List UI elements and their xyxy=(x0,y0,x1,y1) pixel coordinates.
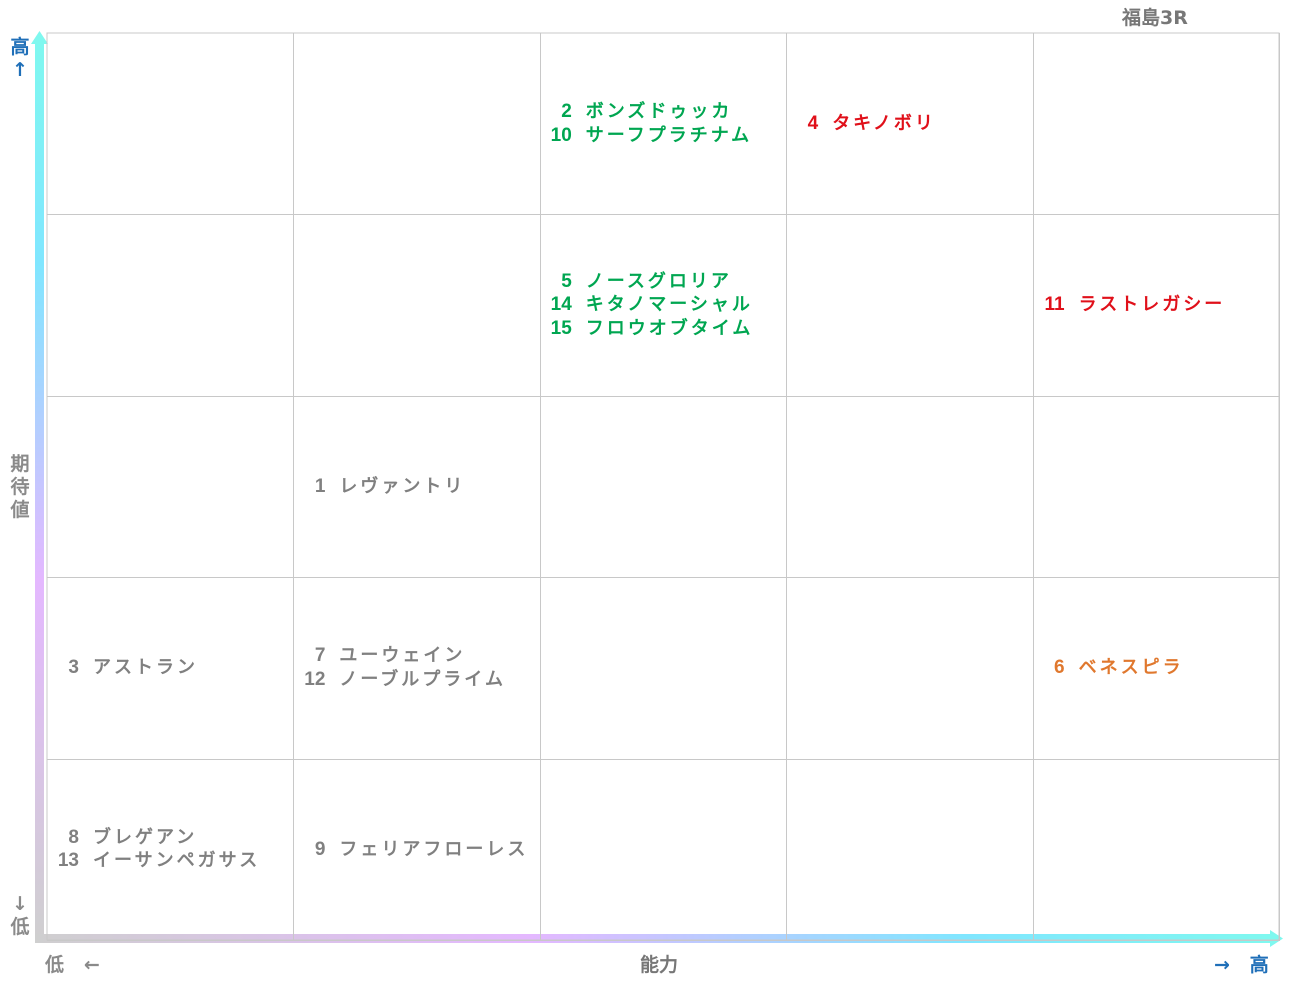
x-high: → 高 xyxy=(1214,950,1269,977)
horse-entry: 6 ベネスピラ xyxy=(1033,656,1279,680)
horse-number: 15 xyxy=(550,317,572,339)
horse-number: 1 xyxy=(314,475,326,497)
horse-number: 13 xyxy=(57,850,79,872)
x-high-arrow: → xyxy=(1214,954,1230,976)
cell xyxy=(47,33,295,216)
horse-name: ノーブルプライム xyxy=(339,668,506,690)
horse-entry: 12 ノーブルプライム xyxy=(293,668,539,692)
cell: 11 ラストレガシー xyxy=(1032,214,1280,397)
horse-name: アストラン xyxy=(93,657,198,679)
horse-entry: 7 ユーウェイン xyxy=(293,644,539,668)
horse-entry: 2 ボンズドゥッカ xyxy=(540,100,786,124)
horse-name: ノースグロリア xyxy=(585,270,732,292)
horse-number: 9 xyxy=(314,838,326,860)
horse-entry: 5 ノースグロリア xyxy=(540,270,786,294)
x-low-arrow: ← xyxy=(83,954,100,976)
horse-name: キタノマーシャル xyxy=(585,294,753,316)
horse-entry: 10 サーフプラチナム xyxy=(540,124,786,148)
horse-name: サーフプラチナム xyxy=(585,124,753,146)
cell: 4 タキノボリ xyxy=(786,33,1034,216)
cell: 7 ユーウェイン 12 ノーブルプライム xyxy=(293,577,541,760)
x-high-text: 高 xyxy=(1249,954,1269,976)
horse-name: イーサンペガサス xyxy=(93,850,261,872)
horse-name: フェリアフローレス xyxy=(339,838,529,860)
horse-entry: 11 ラストレガシー xyxy=(1033,293,1279,317)
cell xyxy=(47,395,295,579)
horse-entry: 9 フェリアフローレス xyxy=(293,838,539,862)
horse-number: 11 xyxy=(1044,294,1065,316)
horse-number: 8 xyxy=(68,826,79,848)
horse-entry: 13 イーサンペガサス xyxy=(47,849,293,873)
horse-number: 4 xyxy=(807,112,819,134)
y-low-arrow: ↓ xyxy=(12,893,28,915)
horse-name: フロウオブタイム xyxy=(585,317,754,339)
horse-entry: 3 アストラン xyxy=(47,656,293,680)
cell: 6 ベネスピラ xyxy=(1032,577,1280,760)
horse-name: レヴァントリ xyxy=(339,475,466,497)
horse-entry: 8 ブレゲアン xyxy=(47,826,293,850)
x-low-text: 低 xyxy=(45,954,65,976)
cell xyxy=(539,758,788,941)
horse-name: ユーウェイン xyxy=(339,645,466,667)
cell xyxy=(786,577,1034,760)
horse-name: ラストレガシー xyxy=(1078,294,1226,316)
cell: 2 ボンズドゥッカ 10 サーフプラチナム xyxy=(539,33,788,216)
x-label: 能力 xyxy=(640,954,679,976)
horse-number: 10 xyxy=(550,124,572,146)
horse-number: 2 xyxy=(561,101,572,123)
cell xyxy=(1032,758,1280,941)
cell xyxy=(786,395,1034,579)
cell xyxy=(293,33,541,216)
horse-number: 6 xyxy=(1054,657,1065,679)
y-low-text: 低 xyxy=(10,916,30,938)
x-low: 低 ← xyxy=(45,950,100,977)
horse-number: 3 xyxy=(68,657,79,679)
x-arrowhead xyxy=(1270,930,1283,947)
cell xyxy=(1032,33,1280,216)
cell xyxy=(293,214,541,397)
y-high: 高 ↑ xyxy=(8,36,32,82)
horse-name: タキノボリ xyxy=(832,112,936,134)
y-high-arrow: ↑ xyxy=(12,59,28,81)
x-axis-bar xyxy=(35,934,1273,943)
horse-number: 7 xyxy=(314,645,326,667)
horse-number: 12 xyxy=(304,668,326,690)
horse-entry: 15 フロウオブタイム xyxy=(540,317,786,341)
horse-entry: 1 レヴァントリ xyxy=(293,475,539,499)
y-high-text: 高 xyxy=(10,36,30,58)
horse-number: 5 xyxy=(561,270,572,292)
cell xyxy=(47,214,295,397)
cell xyxy=(1032,395,1280,579)
cell: 8 ブレゲアン 13 イーサンペガサス xyxy=(47,758,295,941)
cell: 3 アストラン xyxy=(47,577,295,760)
cell: 1 レヴァントリ xyxy=(293,395,541,579)
horse-name: ベネスピラ xyxy=(1078,657,1184,679)
horse-name: ボンズドゥッカ xyxy=(585,101,733,123)
horse-name: ブレゲアン xyxy=(93,826,198,848)
y-label: 期待値 xyxy=(10,453,30,521)
cell xyxy=(539,395,788,579)
horse-entry: 14 キタノマーシャル xyxy=(540,293,786,317)
cell xyxy=(786,214,1034,397)
cell: 9 フェリアフローレス xyxy=(293,758,541,941)
cell xyxy=(539,577,788,760)
horse-entry: 4 タキノボリ xyxy=(786,112,1032,136)
cell xyxy=(786,758,1034,941)
y-axis-bar xyxy=(35,38,44,942)
y-low: ↓ 低 xyxy=(8,893,32,939)
y-arrowhead xyxy=(31,31,48,44)
title: 福島3R xyxy=(1122,7,1188,29)
cell: 5 ノースグロリア 14 キタノマーシャル 15 フロウオブタイム xyxy=(539,214,788,397)
horse-number: 14 xyxy=(550,294,572,316)
